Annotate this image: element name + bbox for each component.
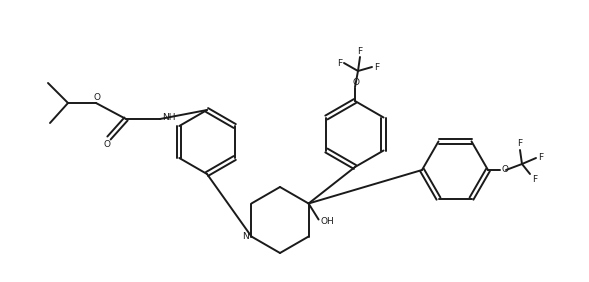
Text: O: O	[94, 93, 101, 102]
Text: F: F	[518, 139, 522, 148]
Text: OH: OH	[320, 217, 335, 226]
Text: O: O	[352, 78, 359, 87]
Text: NH: NH	[162, 113, 176, 122]
Text: F: F	[538, 153, 543, 162]
Text: N: N	[241, 232, 249, 241]
Text: F: F	[358, 47, 363, 56]
Text: F: F	[337, 58, 342, 67]
Text: O: O	[502, 166, 509, 175]
Text: O: O	[104, 140, 111, 149]
Text: F: F	[374, 63, 379, 72]
Text: F: F	[532, 175, 537, 184]
